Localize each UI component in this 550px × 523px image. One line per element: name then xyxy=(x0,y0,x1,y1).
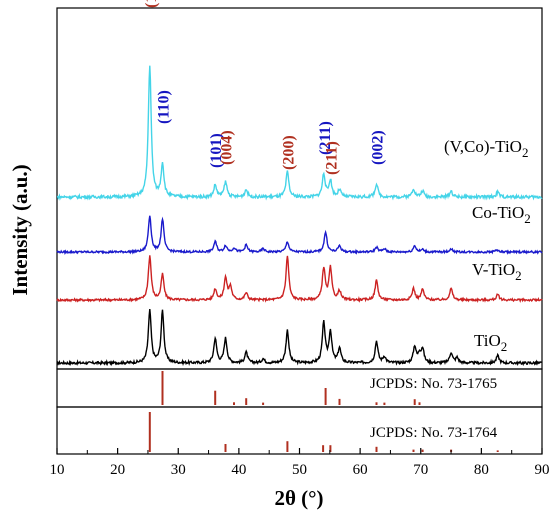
x-tick-label: 30 xyxy=(171,462,186,478)
plane-label-layer: (101)(110)(101)(004)(200)(211)(211)(002) xyxy=(143,0,387,175)
series-line-4 xyxy=(56,65,543,201)
x-tick-label: 90 xyxy=(535,462,550,478)
x-tick-label: 50 xyxy=(292,462,307,478)
plane-label-8: (002) xyxy=(370,130,387,165)
plane-label-4: (004) xyxy=(219,130,236,165)
series-line-1 xyxy=(56,309,543,367)
plane-label-3: (101) xyxy=(208,133,225,168)
reference-label-2: JCPDS: No. 73-1764 xyxy=(370,425,498,441)
reference-label-1: JCPDS: No. 73-1765 xyxy=(370,376,497,392)
plane-label-6: (211) xyxy=(317,121,334,155)
series-layer: TiO2 V-TiO2 Co-TiO2 (V,Co)-TiO2 xyxy=(56,65,543,367)
series-label-1: TiO2 xyxy=(474,331,507,354)
x-tick-label: 20 xyxy=(110,462,125,478)
series-label-3: Co-TiO2 xyxy=(472,203,531,226)
x-tick-label: 80 xyxy=(474,462,489,478)
main-panel xyxy=(56,7,543,370)
x-axis-title: 2θ (°) xyxy=(274,486,323,510)
reference-stick-layer: JCPDS: No. 73-1765 JCPDS: No. 73-1764 xyxy=(148,371,499,452)
x-tick-label: 10 xyxy=(50,462,65,478)
plane-label-2: (110) xyxy=(156,90,173,124)
x-axis-ticks: 10 20 30 40 50 60 70 80 90 xyxy=(50,448,550,478)
x-tick-label: 70 xyxy=(413,462,428,478)
series-line-2 xyxy=(56,255,543,304)
y-axis-title: Intensity (a.u.) xyxy=(8,164,32,295)
x-tick-label: 40 xyxy=(231,462,246,478)
plane-label-5: (200) xyxy=(280,135,297,170)
series-label-2: V-TiO2 xyxy=(472,260,522,283)
plane-label-1: (101) xyxy=(143,0,160,8)
x-tick-label: 60 xyxy=(353,462,368,478)
series-label-4: (V,Co)-TiO2 xyxy=(444,137,528,160)
plane-label-7: (211) xyxy=(323,141,340,175)
series-line-3 xyxy=(56,215,543,256)
